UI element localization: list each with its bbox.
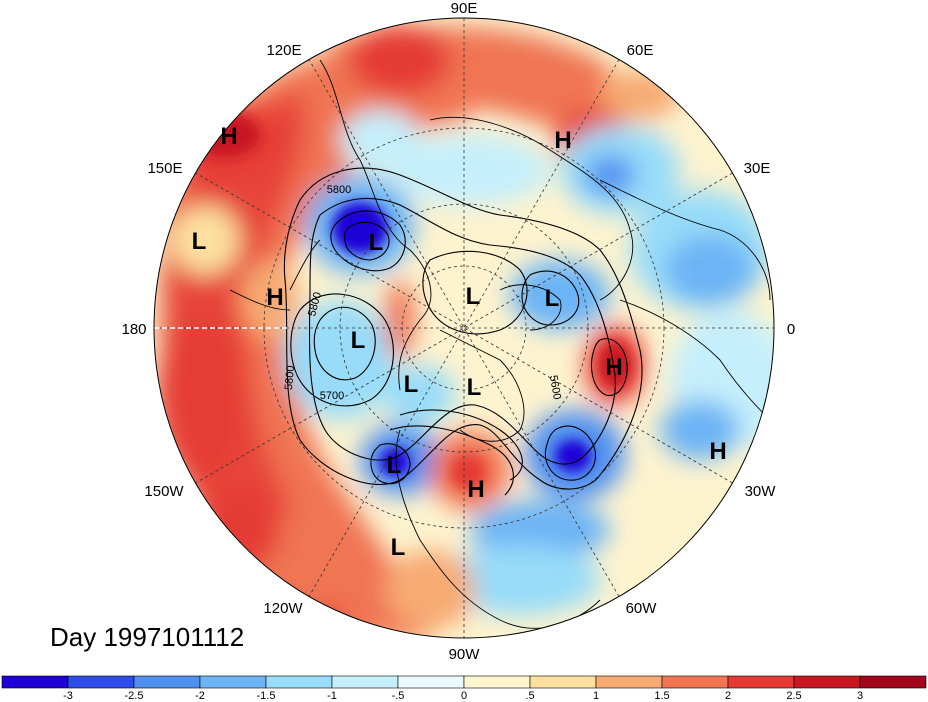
high-center: H [605, 354, 622, 381]
colorbar-swatch [661, 675, 729, 689]
label-0: 0 [787, 321, 795, 338]
label-60e: 60E [627, 42, 654, 59]
colorbar-swatch [529, 675, 597, 689]
colorbar-tick-label: -2.5 [125, 690, 144, 702]
day-label: Day 1997101112 [50, 622, 244, 652]
colorbar-swatch [859, 675, 927, 689]
anomaly-field [154, 18, 774, 638]
colorbar-tick-label: 1 [593, 690, 599, 702]
label-30w: 30W [745, 483, 777, 500]
colorbar-swatch [595, 675, 663, 689]
contour-label: 5800 [327, 184, 351, 196]
low-center: L [391, 534, 406, 561]
high-center: H [554, 127, 571, 154]
label-60w: 60W [626, 600, 658, 617]
colorbar-tick-label: -.5 [392, 690, 405, 702]
colorbar-swatch [199, 675, 267, 689]
colorbar-swatch [265, 675, 333, 689]
low-center: L [466, 283, 481, 310]
label-150w: 150W [144, 483, 184, 500]
label-30e: 30E [744, 160, 771, 177]
contour-label: 5600 [547, 374, 563, 400]
colorbar-swatch [727, 675, 795, 689]
label-90e: 90E [451, 0, 478, 17]
colorbar-swatch [793, 675, 861, 689]
label-120w: 120W [263, 600, 303, 617]
colorbar-tick-label: 0 [461, 690, 467, 702]
colorbar-tick-label: -3 [63, 690, 73, 702]
high-center: H [467, 476, 484, 503]
lat-lon-grid [154, 18, 774, 638]
colorbar-tick-label: 1.5 [654, 690, 669, 702]
label-150e: 150E [147, 160, 182, 177]
colorbar-tick-label: .5 [525, 690, 534, 702]
colorbar-swatch [463, 675, 531, 689]
label-180: 180 [121, 321, 146, 338]
low-center: L [387, 452, 402, 479]
colorbar-swatch [1, 675, 69, 689]
label-90w: 90W [449, 646, 481, 663]
low-center: L [545, 285, 560, 312]
low-center: L [369, 229, 384, 256]
colorbar-tick-label: -1.5 [257, 690, 276, 702]
colorbar-swatch [67, 675, 135, 689]
colorbar-swatch [133, 675, 201, 689]
colorbar-tick-label: 2 [725, 690, 731, 702]
colorbar-tick-label: 3 [857, 690, 863, 702]
label-120e: 120E [266, 42, 301, 59]
longitude-labels: 90E 60E 30E 0 30W 60W 90W 120W 150W 180 … [121, 0, 795, 663]
colorbar-swatch [397, 675, 465, 689]
height-contours [283, 167, 643, 496]
low-center: L [404, 371, 419, 398]
pressure-centers: H H L H L L L L L L H H H L L [192, 123, 727, 561]
colorbar: -3 -2.5 -2 -1.5 -1 -.5 0 .5 1 1.5 2 2.5 3 [1, 675, 927, 702]
colorbar-tick-label: -1 [327, 690, 337, 702]
high-center: H [220, 123, 237, 150]
low-center: L [467, 374, 482, 401]
low-center: L [351, 327, 366, 354]
high-center: H [266, 284, 283, 311]
map-boundary [153, 17, 775, 639]
high-center: H [709, 438, 726, 465]
colorbar-tick-label: -2 [195, 690, 205, 702]
contour-label: 5700 [320, 390, 344, 402]
contour-label: 5800 [283, 365, 297, 390]
colorbar-swatch [331, 675, 399, 689]
colorbar-tick-label: 2.5 [786, 690, 801, 702]
low-center: L [192, 228, 207, 255]
